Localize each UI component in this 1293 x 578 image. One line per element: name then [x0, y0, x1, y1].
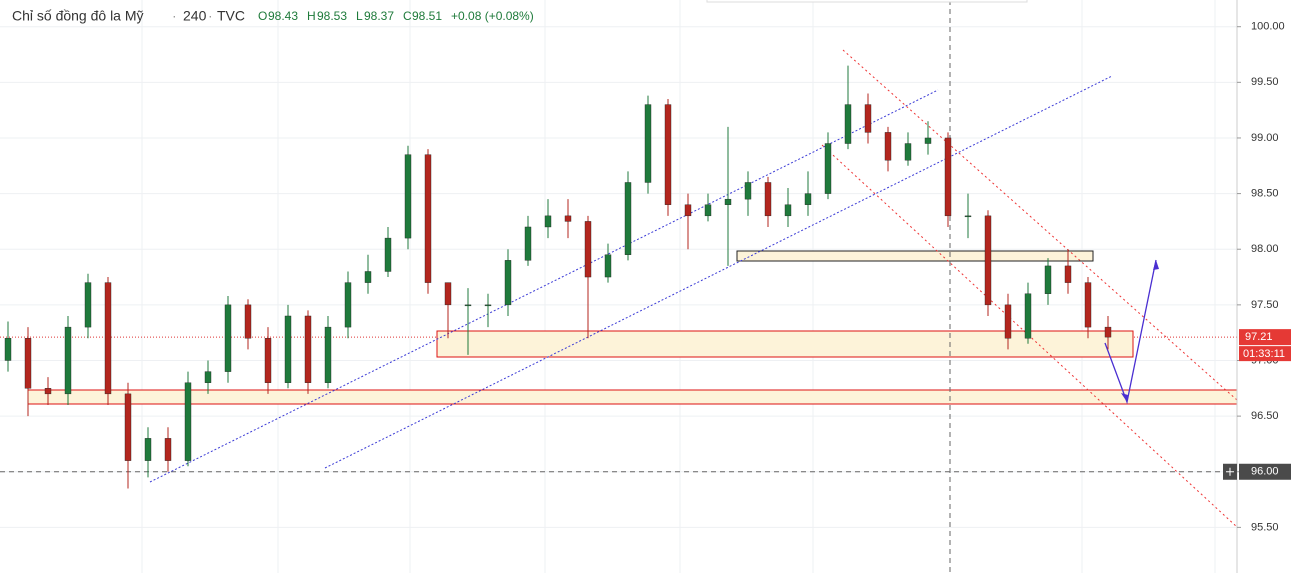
candle-body: [884, 132, 892, 161]
candle-body: [164, 438, 172, 461]
candle-body: [804, 193, 812, 205]
candle-body: [724, 198, 732, 205]
candle-body: [1024, 293, 1032, 339]
channel-line: [324, 75, 1113, 469]
candle-body: [24, 338, 32, 389]
drawings: [27, 0, 1238, 573]
candle-body: [504, 260, 512, 306]
candle-body: [4, 338, 12, 361]
candle-body: [604, 254, 612, 278]
candle-body: [824, 143, 832, 194]
candle-body: [84, 282, 92, 328]
candle-body: [484, 304, 492, 307]
candle-body: [524, 226, 532, 261]
last-price-badge: [1239, 329, 1291, 346]
candle-body: [784, 204, 792, 217]
candles: [4, 65, 1112, 489]
ohlc-value: 98.43: [268, 9, 298, 23]
candle-body: [104, 282, 112, 395]
zone-box: [27, 389, 1238, 405]
candle-body: [284, 315, 292, 383]
candle-body: [144, 438, 152, 461]
candle-body: [584, 221, 592, 278]
candle-body: [644, 104, 652, 183]
y-tick-label: 96.50: [1251, 410, 1279, 422]
channel-line: [821, 144, 1238, 528]
zone-box: [436, 330, 1134, 358]
candle-body: [244, 304, 252, 339]
y-tick-label: 100.00: [1251, 21, 1285, 33]
toolbar-edge: [706, 0, 1028, 3]
candle-body: [564, 215, 572, 222]
candle-body: [304, 315, 312, 383]
candle-body: [544, 215, 552, 228]
header: Chỉ số đồng đô la Mỹ · 240 · TVC O 98.43…: [12, 8, 534, 24]
separator: ·: [172, 8, 177, 24]
candle-body: [1084, 282, 1092, 328]
arrow-head: [1121, 393, 1128, 402]
candle-body: [184, 382, 192, 461]
candle-body: [844, 104, 852, 144]
candle-body: [864, 104, 872, 133]
candle-body: [704, 204, 712, 217]
channel-line: [149, 89, 939, 483]
candle-body: [1004, 304, 1012, 339]
candle-body: [624, 182, 632, 255]
candle-body: [664, 104, 672, 205]
candle-body: [404, 154, 412, 239]
candle-body: [964, 215, 972, 218]
y-tick-label: 95.50: [1251, 521, 1279, 533]
candle-body: [744, 182, 752, 200]
candle-body: [984, 215, 992, 306]
ohlc-label: L: [356, 9, 363, 23]
candle-body: [1044, 265, 1052, 294]
candle-body: [364, 271, 372, 283]
y-tick-label: 98.00: [1251, 243, 1279, 255]
y-tick-label: 99.00: [1251, 132, 1279, 144]
candle-body: [64, 326, 72, 395]
last-price-label: 97.21: [1245, 331, 1273, 343]
change: +0.08 (+0.08%): [451, 9, 534, 23]
candle-body: [384, 237, 392, 272]
ohlc-label: C: [403, 9, 412, 23]
countdown-label: 01:33:11: [1243, 348, 1285, 360]
interval: 240: [183, 8, 207, 24]
candle-body: [1064, 265, 1072, 283]
candle-body: [764, 182, 772, 217]
candle-body: [264, 338, 272, 383]
candle-body: [344, 282, 352, 328]
countdown-badge: [1239, 346, 1291, 362]
candle-body: [224, 304, 232, 372]
candle-body: [944, 137, 952, 217]
candle-body: [204, 371, 212, 383]
separator: ·: [208, 8, 213, 24]
crosshair-badge: [1239, 463, 1291, 480]
ohlc-value: 98.51: [412, 9, 442, 23]
candle-body: [124, 393, 132, 461]
ohlc-value: 98.53: [317, 9, 347, 23]
source: TVC: [217, 8, 245, 24]
candle-body: [464, 304, 472, 307]
candle-body: [324, 326, 332, 383]
y-tick-label: 97.50: [1251, 299, 1279, 311]
candle-body: [424, 154, 432, 283]
zone-box: [736, 250, 1094, 262]
candle-body: [444, 282, 452, 306]
candle-body: [684, 204, 692, 217]
candle-body: [924, 137, 932, 144]
candle-body: [1104, 326, 1112, 338]
ohlc-label: H: [307, 9, 316, 23]
symbol-title: Chỉ số đồng đô la Mỹ: [12, 8, 144, 24]
arrow-head: [1153, 260, 1159, 270]
candle-body: [44, 388, 52, 395]
ohlc-label: O: [258, 9, 267, 23]
y-tick-label: 98.50: [1251, 188, 1279, 200]
candle-body: [904, 143, 912, 161]
ohlc-value: 98.37: [364, 9, 394, 23]
crosshair-label: 96.00: [1251, 466, 1279, 478]
y-tick-label: 99.50: [1251, 76, 1279, 88]
